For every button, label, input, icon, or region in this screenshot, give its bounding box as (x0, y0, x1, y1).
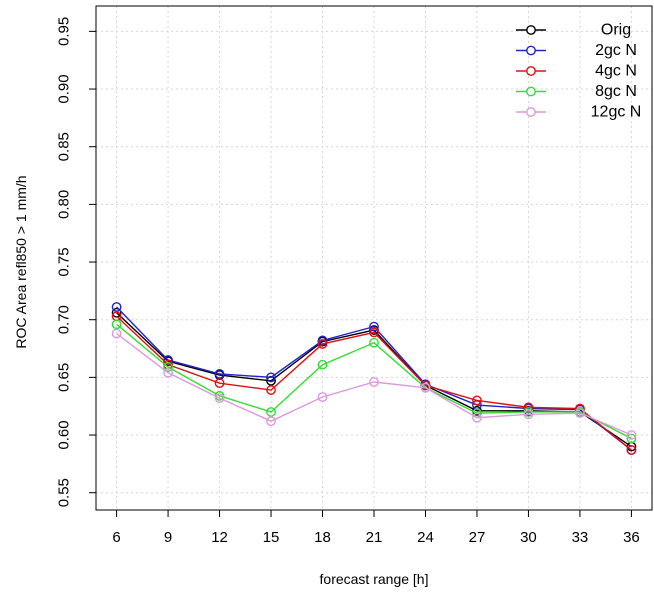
legend-label: 2gc N (595, 42, 637, 59)
data-point (369, 337, 379, 348)
x-tick-label: 12 (211, 529, 228, 546)
x-tick-label: 24 (417, 529, 434, 546)
data-point (472, 412, 482, 423)
data-point (111, 311, 122, 322)
data-point (266, 407, 276, 417)
data-point (317, 392, 328, 402)
x-tick-label: 36 (623, 529, 640, 546)
legend-label: 8gc N (595, 83, 637, 100)
data-point (317, 359, 328, 370)
data-point (266, 416, 276, 427)
legend-item: 8gc N (516, 83, 637, 100)
legend: Orig 2gc N 4gc N 8gc N 12gc N (516, 22, 641, 121)
data-point (266, 385, 276, 395)
x-tick-label: 21 (366, 529, 383, 546)
y-tick-label: 0.75 (56, 247, 73, 276)
x-tick-label: 18 (314, 529, 331, 546)
y-tick-label: 0.55 (56, 478, 73, 507)
series-line (116, 323, 632, 440)
data-point (369, 327, 379, 338)
data-point (214, 393, 225, 404)
x-tick-label: 30 (520, 529, 537, 546)
x-tick-label: 9 (164, 529, 172, 546)
y-axis: 0.55 0.60 0.65 0.70 0.75 0.80 0.85 0.90 0.95 (56, 17, 96, 507)
series-line (116, 332, 632, 436)
series-line (116, 315, 632, 451)
legend-marker (526, 107, 536, 117)
data-point (575, 408, 585, 419)
series-layer (111, 302, 637, 455)
legend-item: 12gc N (516, 104, 641, 121)
data-point (420, 382, 431, 393)
grid-lines (96, 6, 652, 510)
x-axis-title: forecast range [h] (320, 571, 429, 587)
data-point (163, 362, 173, 372)
x-axis: 6 9 12 15 18 21 24 27 30 33 36 (112, 510, 640, 546)
data-point (317, 339, 328, 349)
x-tick-label: 33 (572, 529, 589, 546)
x-tick-label: 15 (263, 529, 280, 546)
legend-label: 12gc N (591, 104, 642, 121)
data-point (523, 409, 534, 420)
y-tick-label: 0.80 (56, 190, 73, 219)
data-point (266, 372, 276, 383)
legend-item: 2gc N (516, 42, 637, 59)
legend-marker (526, 66, 536, 76)
data-point (111, 328, 122, 339)
x-tick-label: 27 (469, 529, 486, 546)
x-tick-label: 6 (112, 529, 120, 546)
y-tick-label: 0.70 (56, 305, 73, 334)
legend-item: Orig (516, 22, 631, 39)
data-point (472, 395, 482, 406)
legend-label: Orig (601, 22, 631, 39)
legend-label: 4gc N (595, 63, 637, 80)
data-point (626, 430, 637, 440)
y-tick-label: 0.65 (56, 363, 73, 392)
legend-marker (526, 86, 536, 97)
series-line (116, 306, 632, 451)
data-point (214, 369, 225, 379)
data-point (626, 445, 637, 455)
series-line (116, 312, 632, 448)
data-point (163, 367, 173, 378)
legend-item: 4gc N (516, 63, 637, 80)
data-point (369, 377, 379, 387)
legend-marker (526, 45, 536, 56)
data-point (111, 319, 122, 330)
y-tick-label: 0.90 (56, 74, 73, 103)
y-tick-label: 0.95 (56, 17, 73, 46)
legend-marker (526, 25, 536, 35)
data-point (214, 378, 225, 389)
data-point (111, 302, 122, 312)
y-axis-title: ROC Area refl850 > 1 mm/h (13, 175, 29, 348)
series-4gc-n (111, 311, 637, 455)
y-tick-label: 0.85 (56, 132, 73, 161)
series-12gc-n (111, 328, 637, 440)
data-point (369, 321, 379, 332)
y-tick-label: 0.60 (56, 420, 73, 449)
